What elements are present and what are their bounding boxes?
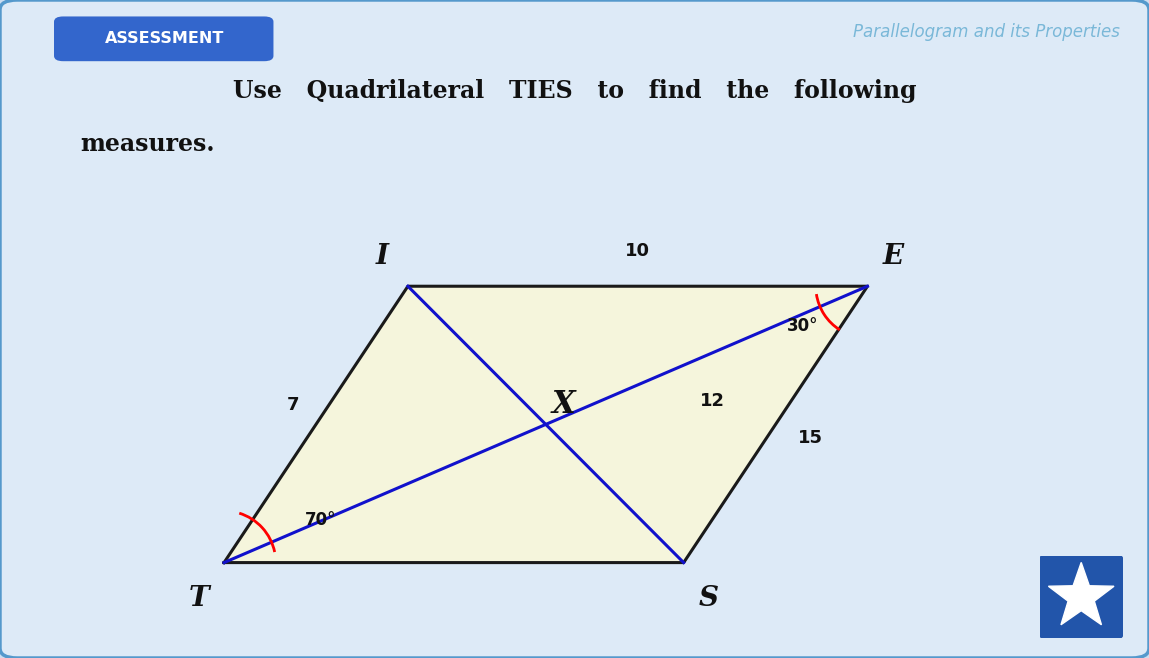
- Text: E: E: [882, 243, 903, 270]
- FancyBboxPatch shape: [54, 16, 273, 61]
- Polygon shape: [1048, 563, 1115, 625]
- Text: Parallelogram and its Properties: Parallelogram and its Properties: [854, 23, 1120, 41]
- Polygon shape: [224, 286, 867, 563]
- FancyBboxPatch shape: [1039, 555, 1124, 640]
- Text: 30°: 30°: [787, 316, 818, 335]
- Text: measures.: measures.: [80, 132, 215, 155]
- Text: X: X: [552, 389, 574, 420]
- Text: 12: 12: [700, 392, 725, 411]
- Text: ASSESSMENT: ASSESSMENT: [105, 32, 224, 46]
- Text: I: I: [376, 243, 390, 270]
- Text: Use   Quadrilateral   TIES   to   find   the   following: Use Quadrilateral TIES to find the follo…: [233, 79, 916, 103]
- Text: 7: 7: [287, 395, 299, 414]
- Text: 70°: 70°: [304, 511, 336, 529]
- Text: 10: 10: [625, 242, 650, 261]
- Text: S: S: [699, 585, 719, 613]
- Text: T: T: [188, 585, 209, 613]
- Text: 15: 15: [797, 428, 823, 447]
